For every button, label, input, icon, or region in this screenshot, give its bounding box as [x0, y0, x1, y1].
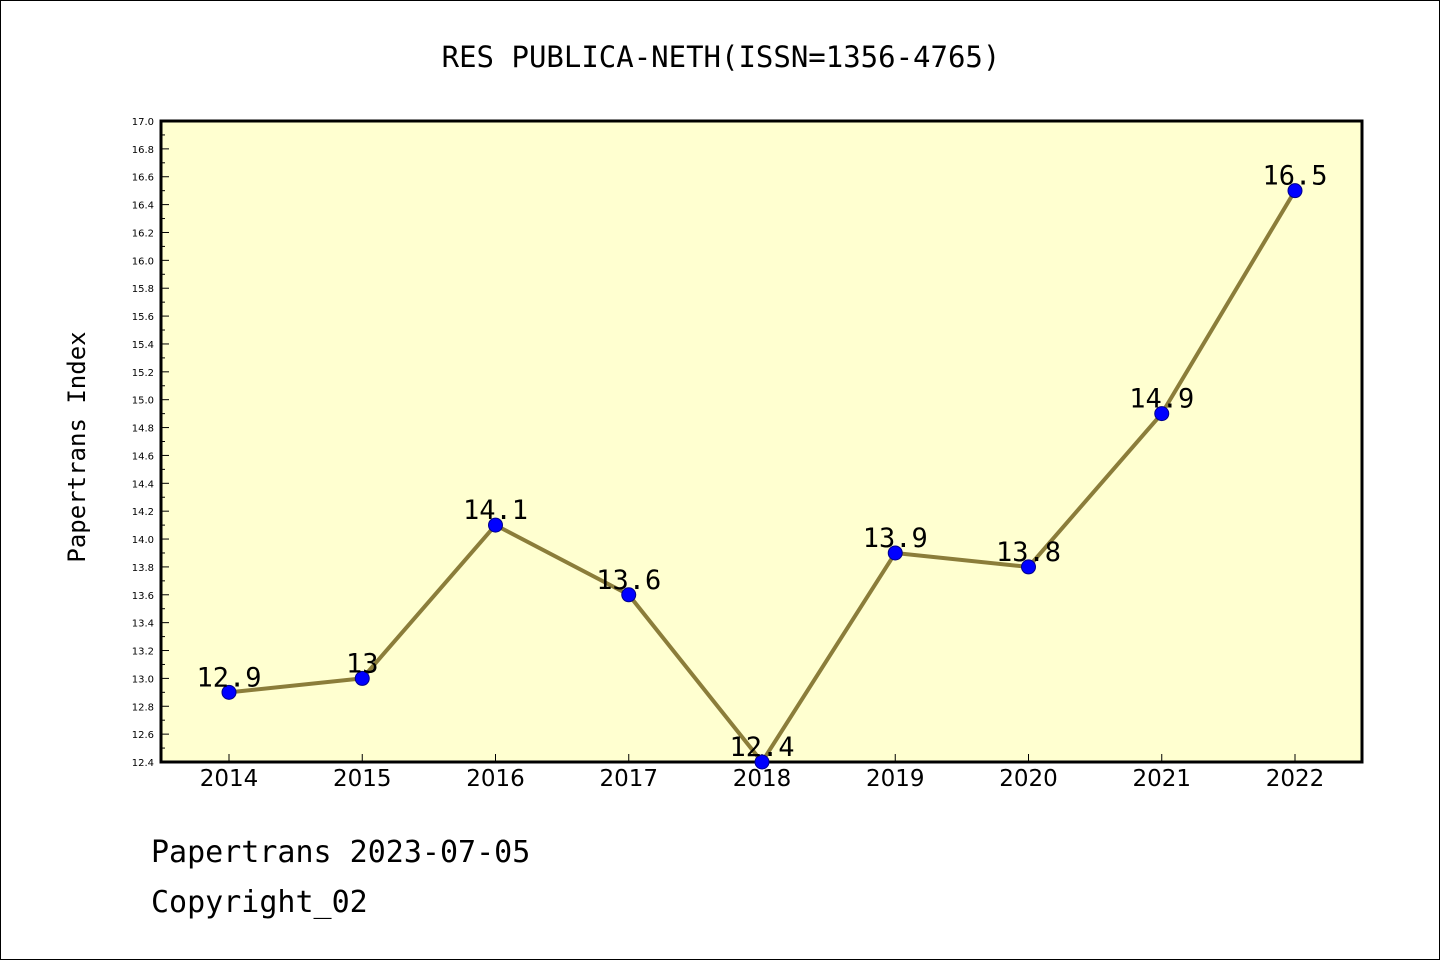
y-tick-label: 14.0 — [132, 535, 154, 546]
y-tick-label: 15.6 — [132, 312, 154, 323]
chart-title: RES PUBLICA-NETH(ISSN=1356-4765) — [442, 40, 1001, 74]
y-tick-label: 15.4 — [132, 340, 154, 351]
data-label: 16.5 — [1262, 161, 1327, 192]
marker-group — [221, 183, 1303, 770]
data-point — [887, 545, 903, 561]
data-point — [1287, 183, 1303, 199]
footer-copyright: Copyright_02 — [151, 885, 368, 920]
data-label: 14.1 — [463, 495, 528, 526]
data-point — [1021, 559, 1036, 575]
y-axis-title: Papertrans Index — [63, 331, 91, 562]
x-tick-label: 2018 — [733, 766, 792, 792]
x-tick-label: 2015 — [333, 766, 392, 792]
x-tick-label: 2022 — [1266, 766, 1325, 792]
y-tick-label: 13.6 — [132, 591, 154, 602]
plot-area — [159, 119, 1364, 764]
y-tick-label: 16.4 — [132, 201, 154, 212]
y-tick-label: 14.6 — [132, 451, 154, 462]
data-point — [221, 684, 237, 700]
y-tick-label: 12.6 — [132, 730, 154, 741]
x-tick-label: 2020 — [999, 766, 1058, 792]
data-point — [621, 587, 637, 603]
y-tick-label: 13.2 — [132, 647, 154, 658]
data-point — [488, 517, 503, 533]
x-tick-label: 2016 — [466, 766, 525, 792]
data-label: 12.9 — [196, 662, 261, 693]
y-axis: 12.4 12.6 12.8 13.0 13.2 13.4 13.6 13.8 14.0 14.2… — [132, 117, 169, 769]
data-label: 12.4 — [729, 732, 794, 763]
x-tick-label: 2019 — [866, 766, 925, 792]
data-point — [1154, 406, 1170, 422]
y-tick-label: 13.4 — [132, 619, 154, 630]
y-tick-label: 16.0 — [132, 256, 154, 267]
data-label-group: 12.9 13 14.1 13.6 12.4 13.9 13.8 14.9 16.5 — [196, 161, 1327, 763]
data-label: 14.9 — [1129, 384, 1194, 415]
y-tick-label: 15.2 — [132, 368, 154, 379]
data-point — [754, 754, 770, 770]
data-label: 13 — [346, 648, 379, 679]
y-tick-label: 13.0 — [132, 674, 154, 685]
data-label: 13.6 — [596, 565, 661, 596]
y-tick-label: 15.8 — [132, 284, 154, 295]
data-point — [354, 670, 370, 686]
data-label: 13.8 — [996, 537, 1061, 568]
y-tick-label: 12.8 — [132, 702, 154, 713]
x-axis: 2014 2015 2016 2017 2018 2019 2020 2021 2022 — [200, 754, 1325, 792]
data-label: 13.9 — [863, 523, 928, 554]
y-tick-label: 15.0 — [132, 396, 154, 407]
y-tick-label: 14.2 — [132, 507, 154, 518]
x-tick-label: 2021 — [1132, 766, 1191, 792]
y-tick-label: 16.6 — [132, 173, 154, 184]
x-tick-label: 2014 — [200, 766, 259, 792]
x-tick-label: 2017 — [599, 766, 658, 792]
y-tick-label: 16.8 — [132, 145, 154, 156]
y-tick-label: 14.4 — [132, 479, 154, 490]
y-tick-label: 12.4 — [132, 758, 154, 769]
y-tick-label: 14.8 — [132, 424, 154, 435]
y-tick-label: 17.0 — [132, 117, 154, 128]
y-tick-label: 16.2 — [132, 228, 154, 239]
footer-date: Papertrans 2023-07-05 — [151, 835, 531, 870]
y-tick-label: 13.8 — [132, 563, 154, 574]
